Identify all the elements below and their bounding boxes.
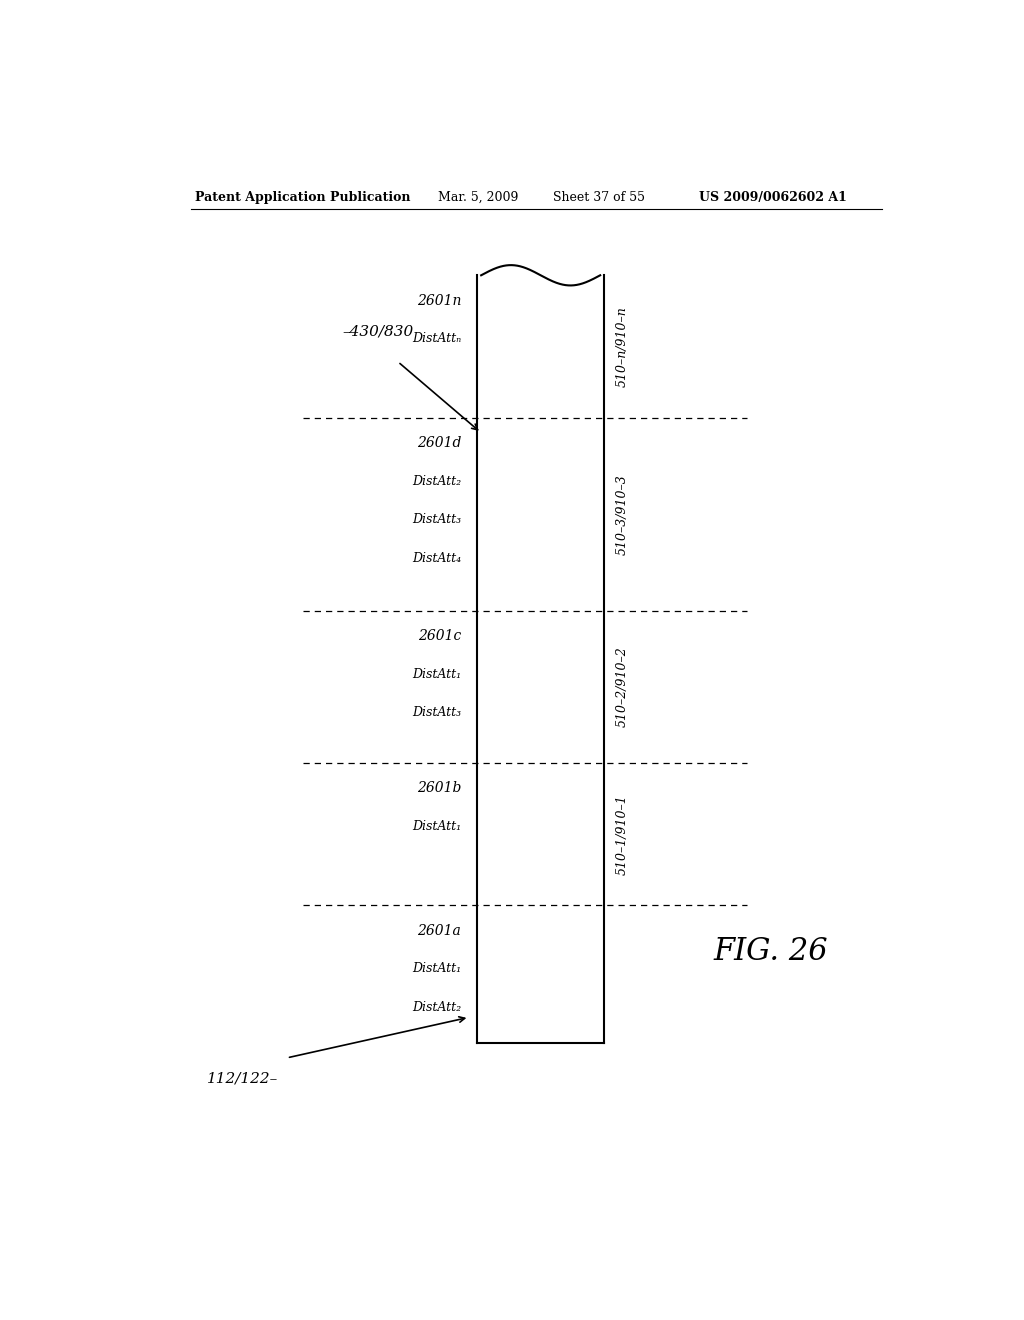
Text: DistAtt₁: DistAtt₁ — [413, 820, 461, 833]
Text: DistAtt₁: DistAtt₁ — [413, 962, 461, 975]
Text: Mar. 5, 2009: Mar. 5, 2009 — [437, 190, 518, 203]
Text: Patent Application Publication: Patent Application Publication — [196, 190, 411, 203]
Text: 2601b: 2601b — [417, 781, 461, 796]
Text: DistAtt₁: DistAtt₁ — [413, 668, 461, 681]
Text: –430/830: –430/830 — [342, 325, 414, 338]
Text: DistAttₙ: DistAttₙ — [412, 333, 461, 346]
Text: DistAtt₃: DistAtt₃ — [413, 706, 461, 719]
Text: DistAtt₂: DistAtt₂ — [413, 474, 461, 487]
Text: Sheet 37 of 55: Sheet 37 of 55 — [553, 190, 644, 203]
Text: 510–n/910–n: 510–n/910–n — [616, 306, 629, 387]
Text: US 2009/0062602 A1: US 2009/0062602 A1 — [699, 190, 847, 203]
Text: 510–1/910–1: 510–1/910–1 — [616, 793, 629, 875]
Text: 2601n: 2601n — [417, 293, 461, 308]
Text: FIG. 26: FIG. 26 — [714, 936, 828, 966]
Text: 112/122–: 112/122– — [207, 1072, 279, 1085]
Text: 2601c: 2601c — [418, 630, 461, 643]
Text: 2601a: 2601a — [418, 924, 461, 937]
Text: 2601d: 2601d — [417, 436, 461, 450]
Text: 510–3/910–3: 510–3/910–3 — [616, 474, 629, 554]
Text: DistAtt₂: DistAtt₂ — [413, 1001, 461, 1014]
Text: 510–2/910–2: 510–2/910–2 — [616, 647, 629, 727]
Text: DistAtt₄: DistAtt₄ — [413, 552, 461, 565]
Text: DistAtt₃: DistAtt₃ — [413, 513, 461, 527]
